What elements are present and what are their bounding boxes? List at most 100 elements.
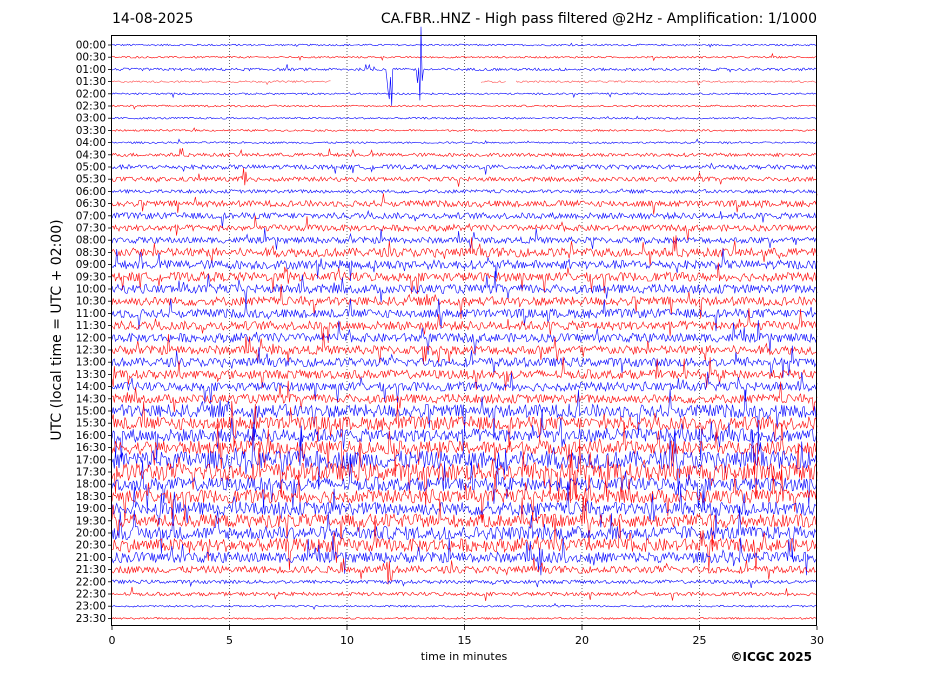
trace-1600 (111, 409, 818, 462)
y-tick-label: 10:00 (76, 284, 106, 296)
y-tick-label: 05:30 (76, 174, 106, 186)
y-tick-label: 13:00 (76, 357, 106, 369)
x-tick-label: 25 (693, 634, 707, 647)
plot-frame (111, 35, 817, 626)
x-tick-label: 30 (810, 634, 824, 647)
trace-2330 (111, 616, 818, 620)
trace-1200 (111, 320, 818, 356)
trace-0330 (111, 127, 818, 132)
trace-0900 (111, 248, 818, 282)
date-label: 14-08-2025 (112, 11, 194, 27)
y-tick-label: 00:00 (76, 40, 106, 52)
y-axis-ticks: 00:0000:3001:0001:3002:0002:3003:0003:30… (76, 40, 112, 625)
trace-1300 (111, 345, 818, 378)
x-tick-label: 20 (575, 634, 589, 647)
x-tick-label: 15 (458, 634, 472, 647)
trace-1000 (111, 270, 818, 305)
trace-0430 (111, 147, 818, 158)
trace-1030 (111, 284, 818, 319)
y-tick-label: 04:30 (76, 149, 106, 161)
trace-1930 (111, 496, 818, 548)
y-tick-label: 00:30 (76, 52, 106, 64)
y-tick-label: 22:00 (76, 576, 106, 588)
trace-0600 (111, 188, 818, 195)
x-tick-label: 10 (340, 634, 354, 647)
trace-1400 (111, 371, 818, 404)
y-tick-label: 02:30 (76, 101, 106, 113)
y-tick-label: 09:30 (76, 271, 106, 283)
y-tick-label: 06:30 (76, 198, 106, 210)
trace-2300 (111, 602, 818, 610)
trace-1630 (111, 422, 818, 475)
trace-1130 (111, 308, 818, 344)
y-tick-label: 23:00 (76, 601, 106, 613)
y-tick-label: 19:00 (76, 503, 106, 515)
trace-1330 (111, 356, 818, 391)
y-tick-label: 08:30 (76, 247, 106, 259)
y-tick-label: 17:00 (76, 454, 106, 466)
y-tick-label: 23:30 (76, 613, 106, 625)
y-tick-label: 22:30 (76, 589, 106, 601)
y-tick-label: 03:00 (76, 113, 106, 125)
y-tick-label: 10:30 (76, 296, 106, 308)
y-tick-label: 14:30 (76, 393, 106, 405)
y-tick-label: 11:00 (76, 308, 106, 320)
trace-0930 (111, 262, 818, 295)
y-tick-label: 18:00 (76, 479, 106, 491)
y-tick-label: 21:30 (76, 564, 106, 576)
minute-gridlines (229, 36, 700, 626)
y-tick-label: 15:00 (76, 406, 106, 418)
trace-0400 (111, 138, 818, 145)
trace-2230 (111, 586, 818, 601)
trace-0730 (111, 215, 818, 241)
y-axis-label: UTC (local time = UTC + 02:00) (49, 219, 65, 441)
trace-1100 (111, 298, 818, 332)
trace-0200 (111, 92, 818, 99)
trace-0630 (111, 193, 818, 215)
trace-2200 (111, 579, 818, 589)
y-tick-label: 19:30 (76, 515, 106, 527)
y-tick-label: 18:30 (76, 491, 106, 503)
x-tick-label: 5 (226, 634, 233, 647)
trace-0830 (111, 235, 818, 267)
y-tick-label: 07:30 (76, 223, 106, 235)
trace-1730 (111, 439, 818, 508)
y-tick-label: 01:30 (76, 76, 106, 88)
trace-2100 (111, 536, 818, 576)
y-tick-label: 13:30 (76, 369, 106, 381)
trace-2000 (111, 507, 818, 560)
trace-0800 (111, 227, 818, 250)
trace-1900 (111, 482, 818, 528)
trace-1430 (111, 380, 818, 413)
y-tick-label: 09:00 (76, 259, 106, 271)
trace-2130 (111, 557, 818, 585)
y-tick-label: 17:30 (76, 467, 106, 479)
y-tick-label: 12:30 (76, 345, 106, 357)
y-tick-label: 11:30 (76, 320, 106, 332)
trace-0130 (111, 80, 818, 86)
x-tick-label: 0 (109, 634, 116, 647)
y-tick-label: 07:00 (76, 210, 106, 222)
trace-1800 (111, 457, 818, 511)
x-axis-ticks: 0 5 10 15 20 25 30 (109, 626, 824, 647)
trace-0700 (111, 209, 818, 229)
trace-1830 (111, 469, 818, 522)
y-tick-label: 21:00 (76, 552, 106, 564)
trace-0030 (111, 52, 818, 62)
x-axis-label: time in minutes (420, 650, 508, 663)
y-tick-label: 16:00 (76, 430, 106, 442)
trace-2030 (111, 518, 818, 572)
y-tick-label: 20:00 (76, 528, 106, 540)
y-tick-label: 14:00 (76, 381, 106, 393)
copyright-label: ©ICGC 2025 (730, 650, 812, 664)
y-tick-label: 01:00 (76, 64, 106, 76)
y-tick-label: 12:00 (76, 332, 106, 344)
y-tick-label: 20:30 (76, 540, 106, 552)
chart-title: CA.FBR..HNZ - High pass filtered @2Hz - … (380, 11, 817, 27)
trace-0300 (111, 115, 818, 121)
y-tick-label: 06:00 (76, 186, 106, 198)
y-tick-label: 02:00 (76, 88, 106, 100)
y-tick-label: 05:00 (76, 162, 106, 174)
trace-0000 (111, 42, 818, 48)
